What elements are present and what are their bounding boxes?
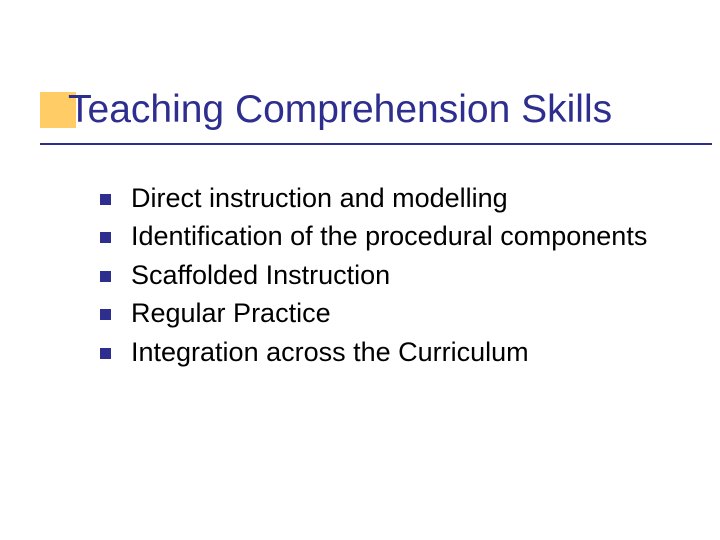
square-bullet-icon bbox=[100, 271, 111, 282]
bullet-text: Direct instruction and modelling bbox=[131, 180, 508, 216]
list-item: Direct instruction and modelling bbox=[100, 180, 680, 216]
bullet-list: Direct instruction and modelling Identif… bbox=[100, 180, 680, 370]
title-underline bbox=[40, 143, 712, 145]
list-item: Scaffolded Instruction bbox=[100, 257, 680, 293]
square-bullet-icon bbox=[100, 232, 111, 243]
square-bullet-icon bbox=[100, 348, 111, 359]
list-item: Integration across the Curriculum bbox=[100, 334, 680, 370]
bullet-text: Regular Practice bbox=[131, 295, 331, 331]
bullet-text: Identification of the procedural compone… bbox=[131, 218, 647, 254]
title-area: Teaching Comprehension Skills bbox=[0, 0, 720, 132]
list-item: Identification of the procedural compone… bbox=[100, 218, 680, 254]
slide-title: Teaching Comprehension Skills bbox=[40, 88, 720, 132]
square-bullet-icon bbox=[100, 309, 111, 320]
body-area: Direct instruction and modelling Identif… bbox=[100, 180, 680, 372]
list-item: Regular Practice bbox=[100, 295, 680, 331]
bullet-text: Integration across the Curriculum bbox=[131, 334, 529, 370]
slide: { "title": { "text": "Teaching Comprehen… bbox=[0, 0, 720, 540]
square-bullet-icon bbox=[100, 194, 111, 205]
bullet-text: Scaffolded Instruction bbox=[131, 257, 390, 293]
